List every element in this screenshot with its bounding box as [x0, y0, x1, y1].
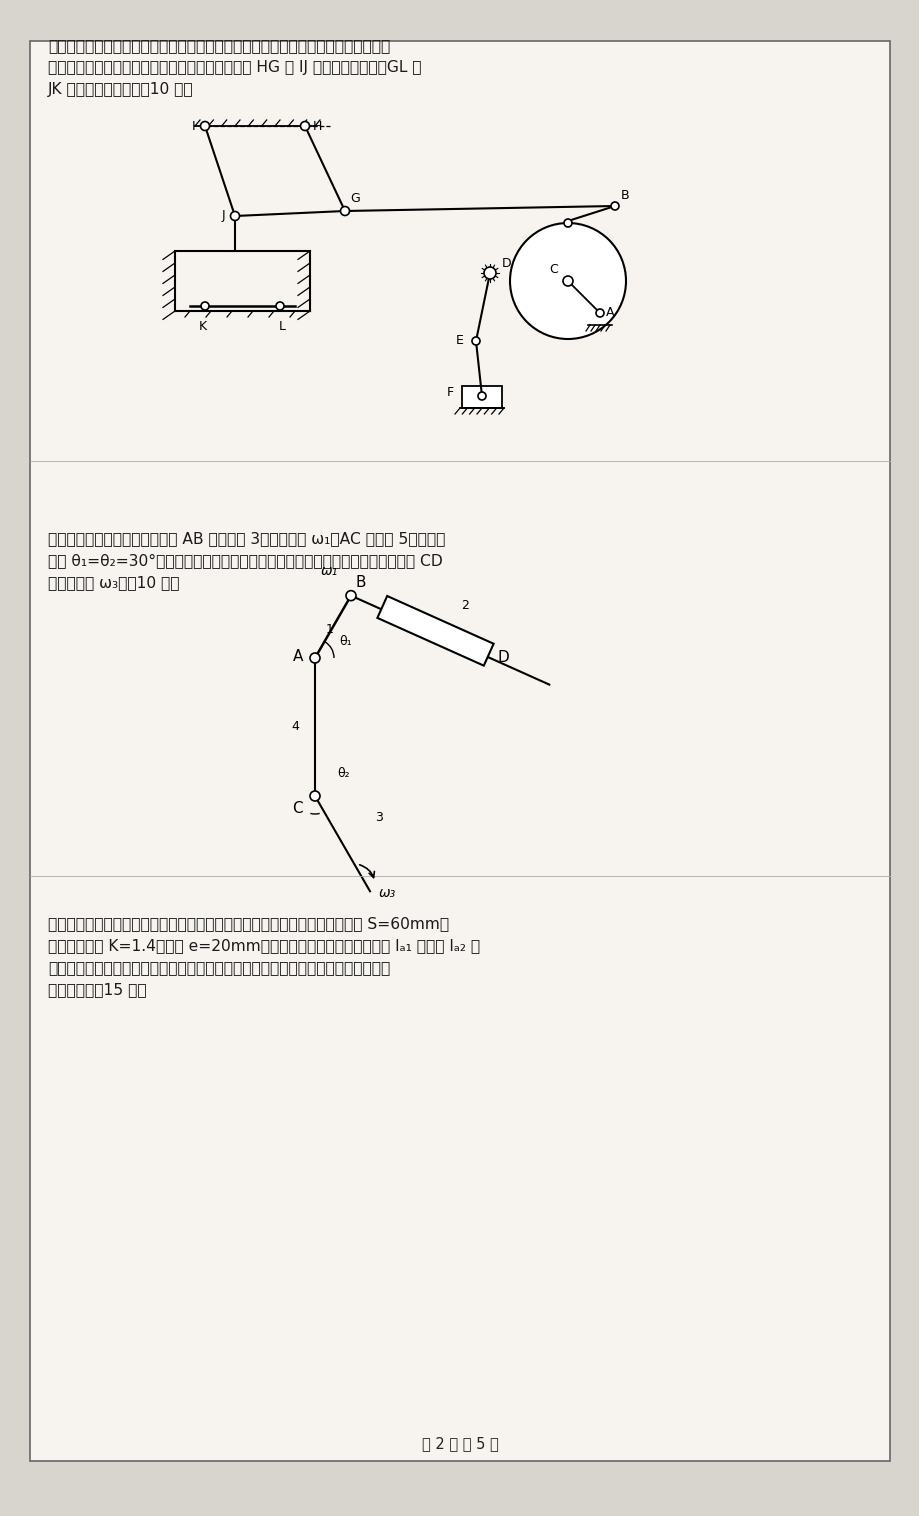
Circle shape [310, 653, 320, 662]
Circle shape [276, 302, 284, 309]
Text: JK 平行且长度相等。（10 分）: JK 平行且长度相等。（10 分） [48, 82, 193, 97]
Text: 行程速比系数 K=1.4，偏距 e=20mm，试按比例重新作图并确定曲柄 lₐ₁ 和连杆 lₐ₂ 的: 行程速比系数 K=1.4，偏距 e=20mm，试按比例重新作图并确定曲柄 lₐ₁… [48, 938, 480, 954]
Text: I: I [191, 120, 195, 133]
Text: 时刻 θ₁=θ₂=30°，标出该四杆机构在此刻的所有瞬心（保留作图痕迹），求此刻 CD: 时刻 θ₁=θ₂=30°，标出该四杆机构在此刻的所有瞬心（保留作图痕迹），求此刻… [48, 553, 442, 568]
Text: 四、如图所示四杆机构，原动件 AB 的长度为 3，角速度为 ω₁。AC 长度为 5。在某个: 四、如图所示四杆机构，原动件 AB 的长度为 3，角速度为 ω₁。AC 长度为 … [48, 531, 445, 546]
Circle shape [200, 302, 209, 309]
Text: 五、要设计图示的偏置曲柄滑块机构（图示为非比例图形），要求滑块的行程 S=60mm，: 五、要设计图示的偏置曲柄滑块机构（图示为非比例图形），要求滑块的行程 S=60m… [48, 916, 448, 931]
Circle shape [509, 223, 625, 340]
Circle shape [610, 202, 618, 211]
Text: ω₃: ω₃ [379, 885, 396, 901]
Text: 2: 2 [461, 599, 469, 612]
Text: 第 2 页 共 5 页: 第 2 页 共 5 页 [421, 1437, 498, 1451]
Circle shape [483, 267, 495, 279]
Text: C: C [292, 800, 302, 816]
Text: 部自由度和复合钰链，请说明其在什么位置。图中 HG 与 IJ 平行且长度相等，GL 与: 部自由度和复合钰链，请说明其在什么位置。图中 HG 与 IJ 平行且长度相等，G… [48, 61, 421, 74]
Circle shape [340, 206, 349, 215]
Text: A: A [292, 649, 302, 664]
Text: θ₂: θ₂ [336, 767, 349, 781]
Circle shape [301, 121, 309, 130]
Text: 1: 1 [325, 623, 334, 637]
Text: 三、计算下面机构的自由度，列出计算公式和计算过程。如果机构中存在虚约束、局: 三、计算下面机构的自由度，列出计算公式和计算过程。如果机构中存在虚约束、局 [48, 38, 390, 53]
Text: J: J [221, 209, 225, 223]
Text: 4: 4 [290, 720, 299, 734]
Circle shape [563, 218, 572, 227]
Text: ω₁: ω₁ [320, 564, 337, 578]
Text: D: D [497, 650, 509, 666]
Circle shape [200, 121, 210, 130]
Polygon shape [377, 596, 494, 666]
Circle shape [471, 337, 480, 346]
Text: 长度，并标出从动件的最大、最小压力角位置。保留作图痕迹，相关尺寸可从所作的: 长度，并标出从动件的最大、最小压力角位置。保留作图痕迹，相关尺寸可从所作的 [48, 960, 390, 975]
Text: H: H [312, 120, 322, 133]
Text: E: E [456, 335, 463, 347]
Text: C: C [549, 262, 558, 276]
Circle shape [562, 276, 573, 287]
Text: θ₁: θ₁ [338, 635, 351, 647]
Text: B: B [620, 190, 629, 202]
Circle shape [596, 309, 604, 317]
Text: F: F [447, 387, 453, 400]
Text: B: B [356, 575, 366, 590]
Text: K: K [199, 320, 207, 334]
Circle shape [346, 591, 356, 600]
Text: G: G [349, 193, 359, 205]
Text: 3: 3 [375, 811, 382, 825]
Bar [461, 387, 502, 408]
Text: D: D [502, 258, 511, 270]
Text: 图上量取。（15 分）: 图上量取。（15 分） [48, 982, 146, 998]
Text: A: A [606, 306, 614, 320]
Text: L: L [278, 320, 285, 334]
Circle shape [231, 212, 239, 220]
Circle shape [310, 791, 320, 800]
Circle shape [478, 393, 485, 400]
Text: 杆的角速度 ω₃。（10 分）: 杆的角速度 ω₃。（10 分） [48, 575, 179, 590]
